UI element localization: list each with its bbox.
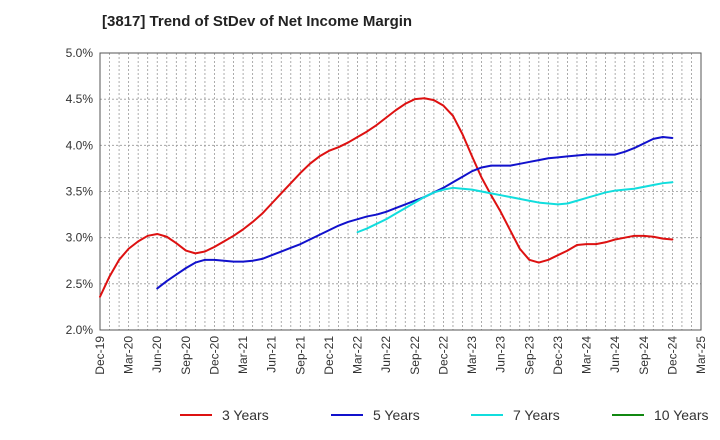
x-tick-label: Sep-22 bbox=[408, 336, 422, 375]
x-tick-label: Dec-21 bbox=[322, 336, 336, 375]
legend-label-5-years: 5 Years bbox=[373, 407, 420, 423]
legend-label-7-years: 7 Years bbox=[513, 407, 560, 423]
x-tick-label: Sep-20 bbox=[179, 336, 193, 375]
x-tick-label: Sep-24 bbox=[637, 336, 651, 375]
x-tick-label: Mar-21 bbox=[236, 336, 250, 374]
x-tick-label: Sep-21 bbox=[293, 336, 307, 375]
x-tick-label: Mar-25 bbox=[694, 336, 708, 374]
legend-label-10-years: 10 Years bbox=[654, 407, 709, 423]
y-tick-label: 5.0% bbox=[66, 46, 94, 60]
y-axis: 2.0% 2.5% 3.0% 3.5% 4.0% 4.5% 5.0% bbox=[66, 46, 94, 337]
x-tick-label: Jun-24 bbox=[608, 336, 622, 373]
y-tick-label: 2.5% bbox=[66, 277, 94, 291]
plot-frame bbox=[99, 52, 702, 331]
x-tick-label: Mar-22 bbox=[351, 336, 365, 374]
x-tick-label: Jun-20 bbox=[150, 336, 164, 373]
chart-title: [3817] Trend of StDev of Net Income Marg… bbox=[102, 13, 412, 30]
x-tick-label: Dec-22 bbox=[436, 336, 450, 375]
x-tick-label: Jun-21 bbox=[265, 336, 279, 373]
x-tick-label: Mar-20 bbox=[122, 336, 136, 374]
x-tick-label: Sep-23 bbox=[522, 336, 536, 375]
x-tick-label: Jun-23 bbox=[494, 336, 508, 373]
y-tick-label: 2.0% bbox=[66, 323, 94, 337]
x-tick-label: Dec-23 bbox=[551, 336, 565, 375]
y-tick-label: 3.0% bbox=[66, 231, 94, 245]
series-line-3-years bbox=[99, 97, 674, 298]
legend: 3 Years 5 Years 7 Years 10 Years bbox=[180, 407, 709, 423]
y-tick-label: 4.5% bbox=[66, 92, 94, 106]
x-tick-label: Mar-23 bbox=[465, 336, 479, 374]
legend-label-3-years: 3 Years bbox=[222, 407, 269, 423]
y-tick-label: 4.0% bbox=[66, 138, 94, 152]
series-line-5-years bbox=[156, 136, 674, 290]
x-tick-label: Dec-24 bbox=[665, 336, 679, 375]
x-tick-label: Dec-20 bbox=[207, 336, 221, 375]
series-lines bbox=[99, 97, 674, 298]
x-tick-label: Dec-19 bbox=[93, 336, 107, 375]
x-tick-label: Jun-22 bbox=[379, 336, 393, 373]
x-tick-label: Mar-24 bbox=[580, 336, 594, 374]
x-axis: Dec-19 Mar-20 Jun-20 Sep-20 Dec-20 Mar-21 Jun-… bbox=[93, 336, 708, 375]
y-tick-label: 3.5% bbox=[66, 185, 94, 199]
series-line-7-years bbox=[356, 181, 674, 234]
